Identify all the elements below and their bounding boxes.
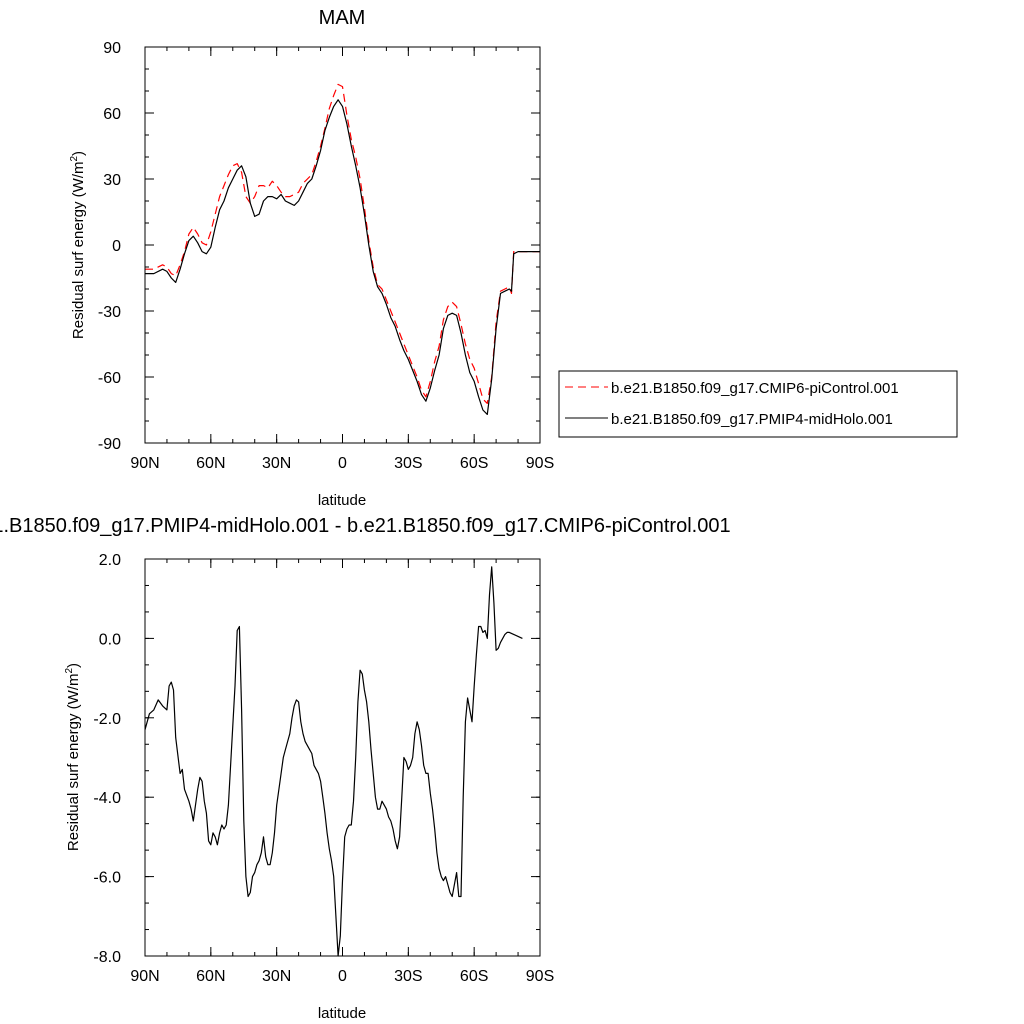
bottom-chart: b.e21.B1850.f09_g17.PMIP4-midHolo.001 - … xyxy=(0,515,731,1022)
top-x-tick-label: 60N xyxy=(196,455,225,472)
bottom-y-tick-label: -6.0 xyxy=(93,870,121,887)
bottom-y-tick-label: -2.0 xyxy=(93,711,121,728)
top-axis-ticks: 90N 60N 30N 0 30S 60S 90S 90 60 30 0 -30 -60 -90 xyxy=(98,40,554,472)
top-y-tick-label: -30 xyxy=(98,304,121,321)
top-x-tick-label: 30N xyxy=(262,455,291,472)
bottom-x-tick-label: 90N xyxy=(130,968,159,985)
top-y-tick-label: -60 xyxy=(98,370,121,387)
bottom-series-line-0 xyxy=(144,566,523,957)
top-y-tick-label: 30 xyxy=(103,172,121,189)
legend: b.e21.B1850.f09_g17.CMIP6-piControl.001 … xyxy=(558,370,958,438)
legend-label-picontrol: b.e21.B1850.f09_g17.CMIP6-piControl.001 xyxy=(611,380,899,397)
bottom-y-tick-label: -4.0 xyxy=(93,790,121,807)
top-x-tick-label: 90N xyxy=(130,455,159,472)
top-y-tick-label: 90 xyxy=(103,40,121,57)
top-y-tick-label: 60 xyxy=(103,106,121,123)
top-series-lines xyxy=(145,83,540,415)
legend-label-midholo: b.e21.B1850.f09_g17.PMIP4-midHolo.001 xyxy=(611,411,893,428)
top-x-axis-label: latitude xyxy=(318,492,366,509)
bottom-x-tick-label: 60N xyxy=(196,968,225,985)
top-y-axis-label: Residual surf energy (W/m2) xyxy=(69,151,87,339)
top-series-line-1 xyxy=(145,99,540,415)
top-y-tick-label: 0 xyxy=(112,238,121,255)
top-series-line-0 xyxy=(145,83,540,404)
top-chart-title: MAM xyxy=(319,7,366,29)
bottom-series-lines xyxy=(144,566,523,957)
bottom-x-tick-label: 0 xyxy=(338,968,347,985)
top-x-tick-label: 0 xyxy=(338,455,347,472)
top-x-tick-label: 30S xyxy=(394,455,422,472)
bottom-axis-ticks: 90N 60N 30N 0 30S 60S 90S 2.0 0.0 -2.0 -4.0 -6.0 -8.… xyxy=(93,552,554,985)
bottom-x-tick-label: 30N xyxy=(262,968,291,985)
top-x-tick-label: 90S xyxy=(526,455,554,472)
bottom-y-tick-label: 0.0 xyxy=(99,631,121,648)
bottom-x-tick-label: 90S xyxy=(526,968,554,985)
bottom-plot-frame xyxy=(144,558,541,957)
bottom-x-tick-label: 60S xyxy=(460,968,488,985)
top-y-tick-label: -90 xyxy=(98,436,121,453)
bottom-y-tick-label: -8.0 xyxy=(93,949,121,966)
bottom-y-tick-label: 2.0 xyxy=(99,552,121,569)
top-plot-frame xyxy=(144,46,541,444)
bottom-y-axis-label: Residual surf energy (W/m2) xyxy=(64,663,82,851)
bottom-x-axis-label: latitude xyxy=(318,1005,366,1022)
bottom-x-tick-label: 30S xyxy=(394,968,422,985)
top-x-tick-label: 60S xyxy=(460,455,488,472)
legend-box xyxy=(558,370,958,438)
bottom-chart-title: b.e21.B1850.f09_g17.PMIP4-midHolo.001 - … xyxy=(0,515,731,537)
top-chart: MAM Residual surf energy (W/m2) latitude… xyxy=(69,7,554,509)
